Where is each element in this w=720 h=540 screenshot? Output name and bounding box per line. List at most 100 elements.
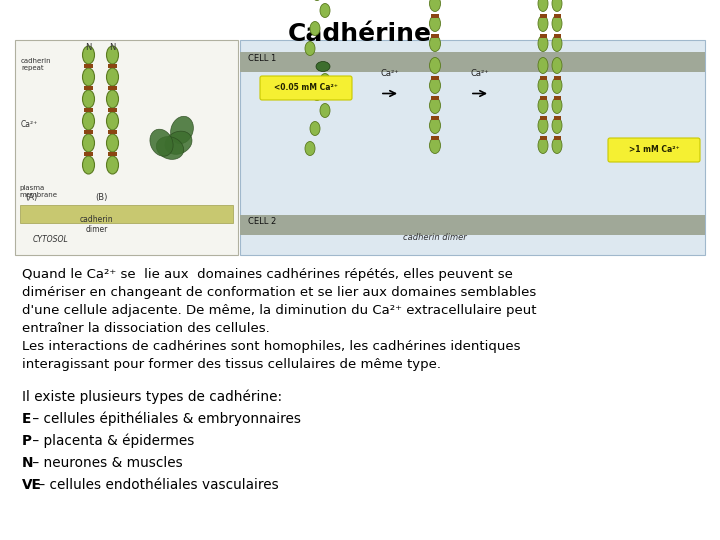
Ellipse shape: [165, 131, 192, 154]
Bar: [108, 130, 117, 134]
Ellipse shape: [107, 134, 119, 152]
Ellipse shape: [305, 141, 315, 156]
Ellipse shape: [552, 16, 562, 31]
Text: cadherin
dimer: cadherin dimer: [80, 215, 113, 234]
Text: P: P: [22, 434, 32, 448]
Bar: [15, 40, 238, 255]
Ellipse shape: [538, 118, 548, 133]
Ellipse shape: [552, 0, 562, 11]
Bar: [431, 116, 439, 119]
Bar: [84, 130, 94, 134]
Ellipse shape: [83, 46, 94, 64]
Bar: [554, 14, 560, 17]
Bar: [554, 116, 560, 119]
Ellipse shape: [107, 112, 119, 130]
Bar: [108, 64, 117, 68]
Ellipse shape: [538, 98, 548, 113]
Text: N: N: [85, 43, 91, 52]
Text: Ca²⁺: Ca²⁺: [381, 69, 400, 78]
Text: – cellules épithéliales & embryonnaires: – cellules épithéliales & embryonnaires: [28, 412, 301, 427]
Bar: [431, 96, 439, 99]
Bar: [240, 52, 705, 72]
Bar: [539, 76, 546, 79]
Bar: [84, 64, 94, 68]
Text: Les interactions de cadhérines sont homophiles, les cadhérines identiques: Les interactions de cadhérines sont homo…: [22, 340, 521, 353]
Ellipse shape: [552, 118, 562, 133]
Ellipse shape: [430, 98, 441, 113]
Bar: [554, 33, 560, 37]
Bar: [240, 40, 705, 255]
Text: d'une cellule adjacente. De même, la diminution du Ca²⁺ extracellulaire peut: d'une cellule adjacente. De même, la dim…: [22, 304, 536, 317]
Ellipse shape: [538, 78, 548, 93]
Bar: [20, 205, 233, 223]
Bar: [431, 14, 439, 17]
Ellipse shape: [320, 104, 330, 118]
Bar: [554, 76, 560, 79]
FancyBboxPatch shape: [608, 138, 700, 162]
Ellipse shape: [107, 156, 119, 174]
Ellipse shape: [538, 36, 548, 51]
Text: entraîner la dissociation des cellules.: entraîner la dissociation des cellules.: [22, 322, 270, 335]
Ellipse shape: [320, 73, 330, 87]
Ellipse shape: [305, 42, 315, 56]
Bar: [539, 14, 546, 17]
Bar: [431, 33, 439, 37]
Bar: [84, 108, 94, 112]
Text: >1 mM Ca²⁺: >1 mM Ca²⁺: [629, 145, 679, 154]
Ellipse shape: [107, 90, 119, 108]
Ellipse shape: [310, 22, 320, 36]
Ellipse shape: [312, 86, 322, 100]
Bar: [539, 116, 546, 119]
Text: CYTOSOL: CYTOSOL: [33, 235, 68, 244]
Text: Quand le Ca²⁺ se  lie aux  domaines cadhérines répétés, elles peuvent se: Quand le Ca²⁺ se lie aux domaines cadhér…: [22, 268, 513, 281]
Text: Il existe plusieurs types de cadhérine:: Il existe plusieurs types de cadhérine:: [22, 390, 282, 404]
Ellipse shape: [107, 46, 119, 64]
Bar: [84, 86, 94, 90]
Ellipse shape: [320, 3, 330, 17]
Ellipse shape: [316, 62, 330, 71]
Text: VE: VE: [22, 478, 42, 492]
Ellipse shape: [171, 116, 194, 144]
Bar: [431, 136, 439, 139]
Text: dimériser en changeant de conformation et se lier aux domaines semblables: dimériser en changeant de conformation e…: [22, 286, 536, 299]
Ellipse shape: [156, 137, 184, 159]
Ellipse shape: [538, 0, 548, 11]
Text: – neurones & muscles: – neurones & muscles: [28, 456, 183, 470]
Bar: [554, 96, 560, 99]
Ellipse shape: [552, 138, 562, 153]
Text: – cellules endothéliales vasculaires: – cellules endothéliales vasculaires: [34, 478, 279, 492]
FancyBboxPatch shape: [260, 76, 352, 100]
Ellipse shape: [83, 68, 94, 86]
Text: (A): (A): [25, 193, 37, 202]
Bar: [108, 86, 117, 90]
Ellipse shape: [107, 68, 119, 86]
Text: N: N: [22, 456, 34, 470]
Ellipse shape: [538, 16, 548, 31]
Ellipse shape: [430, 138, 441, 153]
Ellipse shape: [83, 90, 94, 108]
Ellipse shape: [83, 156, 94, 174]
Text: <0.05 mM Ca²⁺: <0.05 mM Ca²⁺: [274, 84, 338, 92]
Text: cadherin
repeat: cadherin repeat: [21, 58, 52, 71]
Bar: [240, 215, 705, 235]
Ellipse shape: [83, 112, 94, 130]
Text: CELL 1: CELL 1: [248, 54, 276, 63]
Text: N: N: [109, 43, 116, 52]
Bar: [108, 152, 117, 156]
Bar: [539, 96, 546, 99]
Ellipse shape: [430, 0, 441, 11]
Text: Ca²⁺: Ca²⁺: [471, 69, 490, 78]
Ellipse shape: [552, 98, 562, 113]
Text: – placenta & épidermes: – placenta & épidermes: [28, 434, 194, 449]
Text: plasma
membrane: plasma membrane: [19, 185, 57, 198]
Bar: [108, 108, 117, 112]
Ellipse shape: [430, 118, 441, 133]
Text: interagissant pour former des tissus cellulaires de même type.: interagissant pour former des tissus cel…: [22, 358, 441, 371]
Ellipse shape: [83, 134, 94, 152]
Ellipse shape: [310, 122, 320, 136]
Bar: [431, 76, 439, 79]
Text: Ca²⁺: Ca²⁺: [21, 120, 38, 129]
Ellipse shape: [150, 129, 173, 156]
Bar: [84, 152, 94, 156]
Text: E: E: [22, 412, 31, 426]
